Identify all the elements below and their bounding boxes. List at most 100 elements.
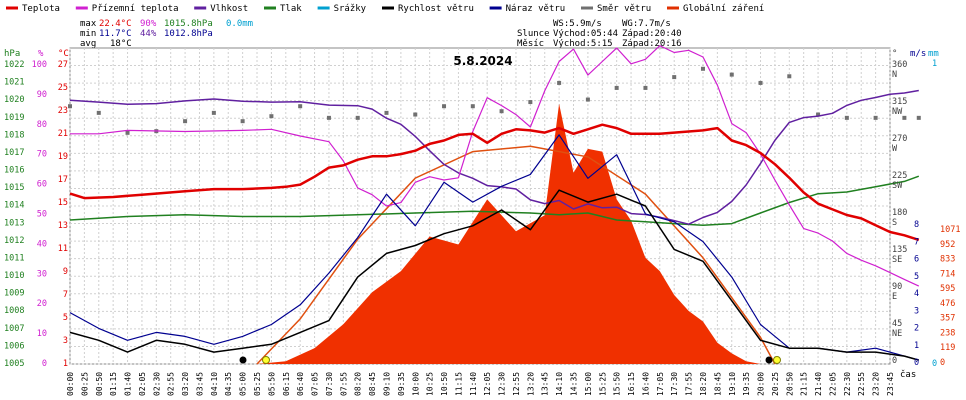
dir-compass-1: NW bbox=[892, 107, 903, 117]
temp-tick-7: 13 bbox=[58, 221, 68, 231]
wind-dir-point-17 bbox=[557, 80, 562, 85]
press-tick-13: 1009 bbox=[4, 289, 24, 299]
x-tick-51: 21:15 bbox=[800, 372, 809, 396]
temp-tick-11: 5 bbox=[63, 313, 68, 323]
hum-tick-7: 30 bbox=[37, 269, 47, 279]
x-tick-48: 20:00 bbox=[757, 372, 766, 396]
wind-unit: m/s bbox=[910, 49, 926, 59]
sun-rise: Východ:05:44 bbox=[553, 29, 618, 39]
temp-tick-3: 21 bbox=[58, 129, 68, 139]
press-tick-10: 1012 bbox=[4, 236, 24, 246]
stats-min-label: min bbox=[80, 29, 96, 39]
hum-tick-5: 50 bbox=[37, 210, 47, 220]
x-tick-41: 17:05 bbox=[656, 372, 665, 396]
dir-compass-2: W bbox=[892, 144, 898, 154]
x-tick-56: 23:20 bbox=[872, 372, 881, 396]
press-tick-2: 1020 bbox=[4, 95, 24, 105]
rad-tick-0: 1071 bbox=[940, 225, 960, 235]
x-tick-23: 09:35 bbox=[397, 372, 406, 396]
x-tick-40: 16:40 bbox=[641, 372, 650, 396]
hum-tick-3: 70 bbox=[37, 150, 47, 160]
rad-tick-2: 833 bbox=[940, 255, 955, 265]
x-tick-5: 02:05 bbox=[138, 372, 147, 396]
rad-tick-6: 357 bbox=[940, 314, 955, 324]
legend-label-0: Teplota bbox=[22, 4, 60, 14]
wind-dir-point-4 bbox=[183, 119, 188, 124]
press-tick-15: 1007 bbox=[4, 324, 24, 334]
x-tick-3: 01:15 bbox=[109, 372, 118, 396]
sun-rise-marker bbox=[262, 356, 270, 364]
x-tick-11: 04:35 bbox=[224, 372, 233, 396]
dir-tick-5: 135 bbox=[892, 245, 907, 255]
x-tick-36: 15:00 bbox=[584, 372, 593, 396]
x-tick-31: 12:55 bbox=[512, 372, 521, 396]
moon-rise: Východ:5:15 bbox=[553, 39, 613, 49]
dir-compass-0: N bbox=[892, 70, 897, 80]
wind-dir-point-9 bbox=[326, 115, 331, 120]
wind-dir-point-5 bbox=[211, 110, 216, 115]
x-tick-38: 15:50 bbox=[613, 372, 622, 396]
stats-max-temp: 22.4°C bbox=[99, 19, 132, 29]
wind-dir-point-20 bbox=[643, 85, 648, 90]
press-tick-14: 1008 bbox=[4, 306, 24, 316]
x-tick-54: 22:30 bbox=[843, 372, 852, 396]
dir-tick-8: 0 bbox=[892, 356, 897, 366]
wind-dir-point-23 bbox=[729, 72, 734, 77]
x-tick-53: 22:05 bbox=[828, 372, 837, 396]
dir-tick-7: 45 bbox=[892, 319, 902, 329]
press-tick-7: 1015 bbox=[4, 183, 24, 193]
press-tick-11: 1011 bbox=[4, 253, 24, 263]
series-wind-speed bbox=[69, 189, 920, 361]
legend-label-7: Směr větru bbox=[597, 4, 651, 14]
temp-tick-0: 27 bbox=[58, 60, 68, 70]
hum-unit: % bbox=[38, 49, 44, 59]
wind-dir-point-15 bbox=[499, 109, 504, 114]
dir-compass-3: SW bbox=[892, 181, 903, 191]
x-tick-21: 08:45 bbox=[368, 372, 377, 396]
wind-dir-point-14 bbox=[470, 104, 475, 109]
wind-dir-point-16 bbox=[528, 100, 533, 105]
wind-dir-point-28 bbox=[873, 115, 878, 120]
series-pressure bbox=[69, 175, 920, 227]
temp-tick-5: 17 bbox=[58, 175, 68, 185]
dir-tick-4: 180 bbox=[892, 208, 907, 218]
press-tick-0: 1022 bbox=[4, 60, 24, 70]
legend-label-2: Vlhkost bbox=[210, 4, 248, 14]
x-tick-15: 06:15 bbox=[282, 372, 291, 396]
x-tick-43: 17:55 bbox=[685, 372, 694, 396]
x-tick-26: 10:50 bbox=[440, 372, 449, 396]
x-tick-29: 12:05 bbox=[483, 372, 492, 396]
dir-unit: ° bbox=[892, 49, 897, 59]
x-tick-13: 05:25 bbox=[253, 372, 262, 396]
dir-tick-3: 225 bbox=[892, 171, 907, 181]
legend-label-4: Srážky bbox=[334, 4, 367, 14]
x-tick-50: 20:50 bbox=[785, 372, 794, 396]
hum-tick-4: 60 bbox=[37, 180, 47, 190]
hum-tick-2: 80 bbox=[37, 120, 47, 130]
wind-tick-4: 4 bbox=[914, 289, 919, 299]
x-tick-1: 00:25 bbox=[80, 372, 89, 396]
rain-tick-0: 1 bbox=[932, 59, 937, 69]
dir-compass-7: NE bbox=[892, 329, 902, 339]
axes: hPa% °C1022102110201019101810171016101510… bbox=[4, 49, 960, 396]
wind-tick-7: 1 bbox=[914, 341, 919, 351]
x-tick-16: 06:40 bbox=[296, 372, 305, 396]
rad-tick-4: 595 bbox=[940, 284, 955, 294]
stats-rain: 0.0mm bbox=[226, 19, 253, 29]
wind-dir-point-25 bbox=[787, 74, 792, 79]
legend-label-1: Přízemní teplota bbox=[92, 4, 179, 14]
press-tick-6: 1016 bbox=[4, 166, 24, 176]
wind-dir-point-30 bbox=[916, 115, 921, 120]
rad-tick-7: 238 bbox=[940, 328, 955, 338]
x-tick-22: 09:10 bbox=[382, 372, 391, 396]
stats-avg-temp: 18°C bbox=[110, 39, 132, 49]
rad-tick-5: 476 bbox=[940, 299, 955, 309]
hum-tick-10: 0 bbox=[42, 359, 47, 369]
moon-label: Měsíc bbox=[517, 39, 544, 49]
x-tick-44: 18:20 bbox=[699, 372, 708, 396]
x-tick-55: 22:55 bbox=[857, 372, 866, 396]
x-tick-46: 19:10 bbox=[728, 372, 737, 396]
wind-dir-point-13 bbox=[442, 104, 447, 109]
press-tick-1: 1021 bbox=[4, 78, 24, 88]
